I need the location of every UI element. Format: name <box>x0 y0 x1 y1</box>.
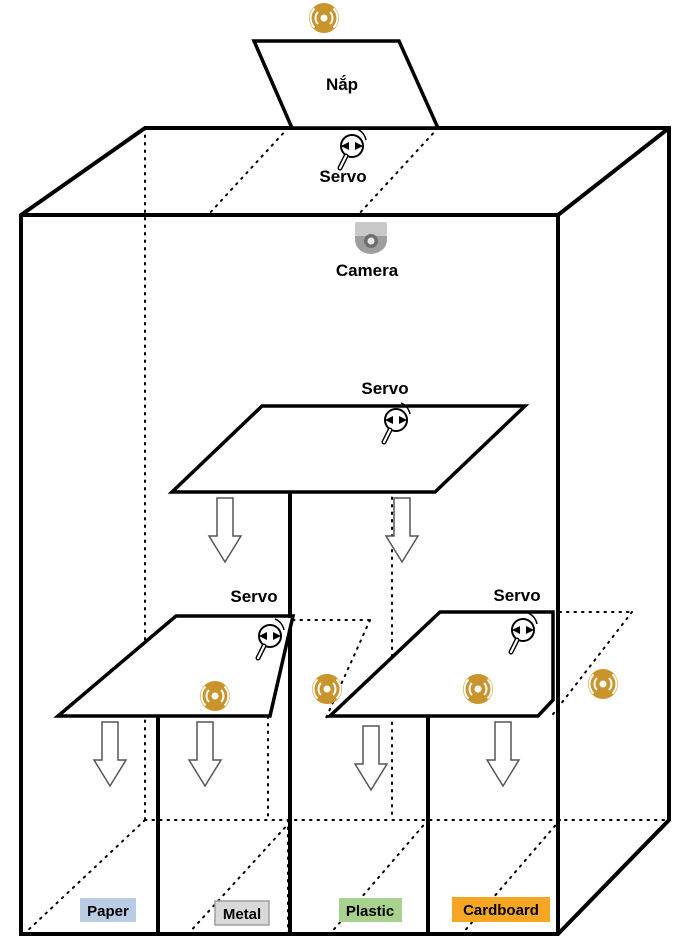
sensor-icon-outer <box>587 668 619 700</box>
arrow-into-metal <box>188 721 222 787</box>
arrow-to-left-plate <box>208 497 242 563</box>
arrow-into-plastic <box>354 725 388 791</box>
camera-icon <box>355 222 387 254</box>
sensor-icon-cardboard <box>462 673 494 705</box>
partitions <box>156 492 430 934</box>
lid-label: Nắp <box>326 75 358 94</box>
servo-label-middle: Servo <box>361 379 408 398</box>
lid-sensor-icon <box>308 2 340 34</box>
left-plate <box>53 614 296 718</box>
servo-label-left: Servo <box>230 587 277 606</box>
hidden-edges <box>23 127 670 935</box>
outer-box <box>19 126 671 936</box>
bin-label-cardboard: Cardboard <box>452 897 550 922</box>
arrow-into-cardboard <box>486 721 520 787</box>
camera-label: Camera <box>336 261 399 280</box>
middle-plate <box>167 404 530 494</box>
svg-text:Paper: Paper <box>87 903 129 920</box>
right-plate <box>325 610 555 718</box>
arrow-to-right-plate <box>385 497 419 563</box>
servo-label-right: Servo <box>493 586 540 605</box>
svg-text:Metal: Metal <box>223 906 261 923</box>
arrow-into-paper <box>93 721 127 787</box>
svg-text:Cardboard: Cardboard <box>463 902 539 919</box>
sensor-icon-plastic <box>311 673 343 705</box>
bin-label-plastic: Plastic <box>339 898 402 922</box>
bin-label-paper: Paper <box>80 898 136 922</box>
bin-label-metal: Metal <box>214 900 270 926</box>
lid <box>251 39 441 130</box>
svg-text:Plastic: Plastic <box>346 903 394 920</box>
top-servo-icon <box>340 129 366 168</box>
sensor-icon-metal <box>199 680 231 712</box>
servo-label-top: Servo <box>319 167 366 186</box>
